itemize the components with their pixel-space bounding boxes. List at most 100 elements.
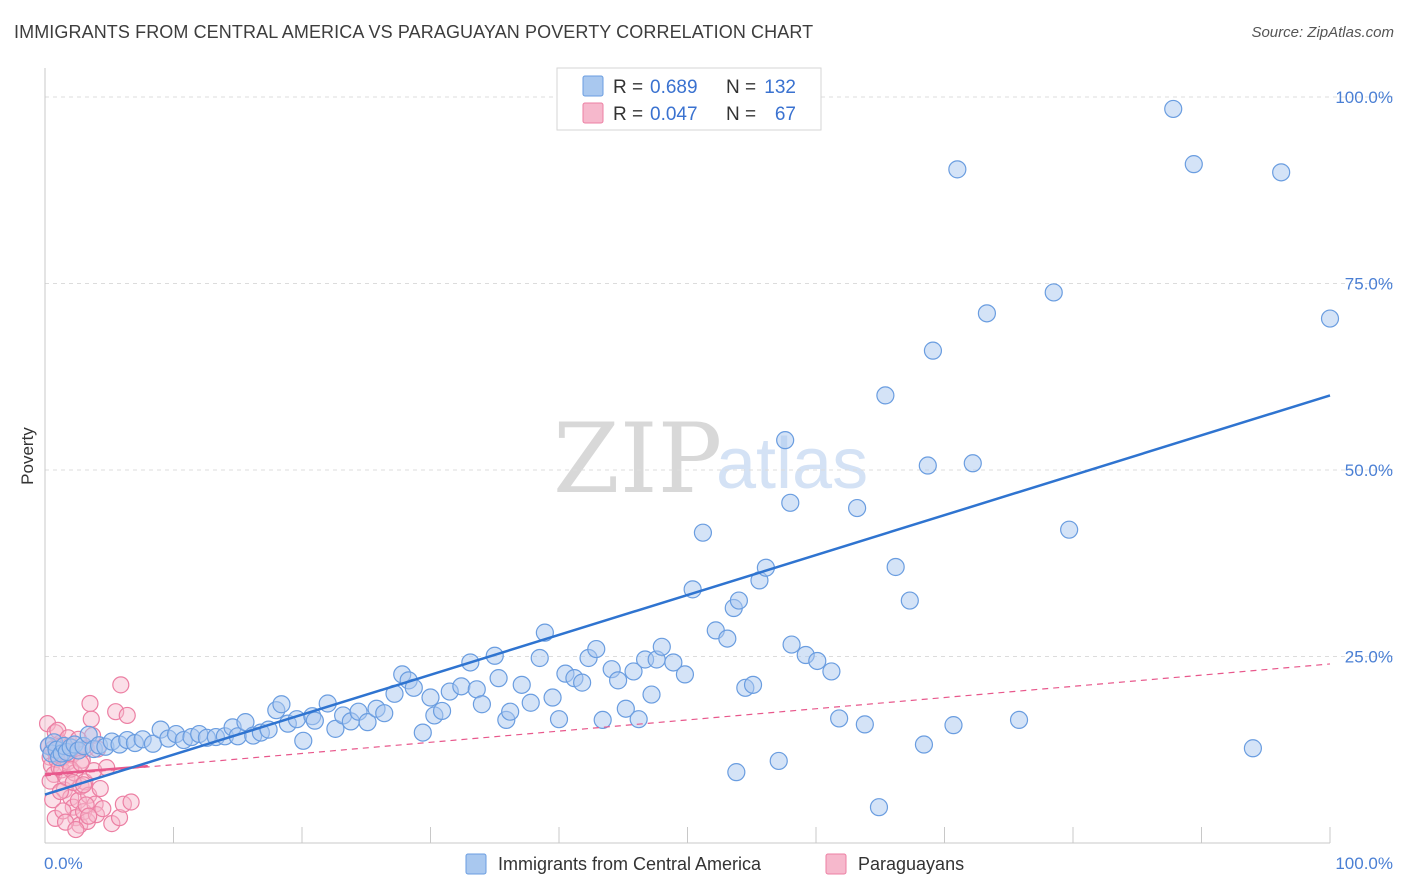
legend-swatch-pink bbox=[582, 102, 604, 124]
y-axis-title: Poverty bbox=[18, 427, 37, 485]
data-point-central-america bbox=[776, 431, 795, 450]
data-point-paraguayans bbox=[118, 706, 136, 725]
data-point-central-america bbox=[272, 695, 291, 714]
data-point-central-america bbox=[1164, 99, 1183, 119]
bottom-legend-label-pink: Paraguayans bbox=[858, 854, 964, 874]
data-point-central-america bbox=[900, 591, 919, 610]
y-tick-label: 100.0% bbox=[1335, 88, 1393, 107]
data-point-central-america bbox=[629, 710, 648, 729]
legend-n-label-2: N = bbox=[726, 104, 756, 125]
data-point-central-america bbox=[587, 639, 606, 659]
legend-r-label-1: R = bbox=[613, 77, 643, 98]
data-point-central-america bbox=[573, 673, 592, 692]
y-tick-label: 25.0% bbox=[1345, 648, 1393, 667]
data-point-central-america bbox=[718, 629, 737, 648]
data-point-central-america bbox=[963, 454, 982, 473]
data-point-central-america bbox=[413, 723, 432, 742]
trend-lines bbox=[44, 394, 1331, 796]
data-point-central-america bbox=[664, 653, 683, 672]
data-point-central-america bbox=[1272, 163, 1291, 182]
trend-line-central-america bbox=[44, 394, 1331, 796]
legend-r-value-1: 0.689 bbox=[650, 77, 698, 98]
data-point-central-america bbox=[822, 662, 841, 681]
chart-title: IMMIGRANTS FROM CENTRAL AMERICA VS PARAG… bbox=[14, 22, 814, 42]
data-point-central-america bbox=[727, 763, 746, 782]
bottom-legend-label-blue: Immigrants from Central America bbox=[498, 854, 762, 874]
watermark-zip: ZIP bbox=[553, 403, 722, 515]
data-point-central-america bbox=[743, 675, 763, 694]
y-tick-label: 75.0% bbox=[1345, 275, 1393, 294]
data-point-central-america bbox=[1060, 520, 1079, 539]
data-point-central-america bbox=[236, 713, 255, 732]
data-point-central-america bbox=[421, 688, 440, 707]
data-point-central-america bbox=[769, 751, 788, 771]
legend-n-label-1: N = bbox=[726, 77, 756, 98]
data-point-central-america bbox=[782, 635, 801, 654]
bottom-legend-swatch-pink bbox=[825, 853, 847, 875]
data-point-central-america bbox=[609, 671, 628, 690]
data-point-paraguayans bbox=[91, 779, 109, 798]
trend-line-paraguayans-dashed bbox=[44, 663, 1331, 777]
legend-r-value-2: 0.047 bbox=[650, 104, 698, 125]
data-point-central-america bbox=[375, 704, 394, 723]
data-point-central-america bbox=[886, 557, 905, 577]
source-label: Source: ZipAtlas.com bbox=[1251, 24, 1394, 41]
data-point-central-america bbox=[326, 719, 345, 738]
bottom-legend-swatch-blue bbox=[465, 853, 487, 875]
legend-r-label-2: R = bbox=[613, 104, 643, 125]
data-point-central-america bbox=[543, 688, 562, 707]
data-point-central-america bbox=[876, 386, 895, 405]
data-point-central-america bbox=[729, 591, 749, 610]
data-point-paraguayans bbox=[80, 807, 98, 825]
data-point-central-america bbox=[948, 160, 967, 179]
data-point-central-america bbox=[452, 677, 471, 696]
data-point-central-america bbox=[432, 701, 452, 721]
data-point-paraguayans bbox=[67, 820, 85, 839]
data-point-central-america bbox=[1243, 739, 1263, 758]
data-point-paraguayans bbox=[82, 710, 100, 728]
data-point-central-america bbox=[305, 711, 324, 730]
data-point-paraguayans bbox=[81, 694, 99, 713]
data-point-central-america bbox=[512, 675, 531, 694]
y-tick-labels: 25.0% 50.0% 75.0% 100.0% bbox=[1335, 88, 1393, 667]
data-point-central-america bbox=[593, 710, 612, 730]
data-point-central-america bbox=[624, 662, 643, 681]
series-legend: Immigrants from Central America Paraguay… bbox=[465, 853, 964, 875]
data-point-central-america bbox=[1044, 283, 1063, 302]
correlation-legend: R = 0.689 N = 132 R = 0.047 N = 67 bbox=[556, 67, 822, 131]
data-point-central-america bbox=[830, 709, 849, 728]
data-point-central-america bbox=[914, 735, 934, 754]
data-point-central-america bbox=[489, 669, 508, 688]
data-point-central-america bbox=[1184, 155, 1203, 174]
data-point-central-america bbox=[472, 695, 491, 714]
series-immigrants-central-america bbox=[39, 99, 1340, 817]
data-point-paraguayans bbox=[110, 809, 129, 827]
data-point-central-america bbox=[1320, 309, 1340, 328]
data-point-central-america bbox=[294, 731, 313, 750]
data-point-central-america bbox=[549, 710, 569, 729]
data-point-paraguayans bbox=[94, 800, 112, 818]
data-point-paraguayans bbox=[122, 793, 140, 811]
data-point-central-america bbox=[781, 493, 800, 512]
x-tick-label-min: 0.0% bbox=[44, 854, 83, 873]
data-point-paraguayans bbox=[54, 802, 72, 820]
data-point-central-america bbox=[530, 648, 549, 668]
data-point-central-america bbox=[869, 798, 889, 817]
data-point-central-america bbox=[923, 341, 943, 360]
data-point-central-america bbox=[918, 456, 937, 475]
data-point-central-america bbox=[855, 715, 874, 734]
legend-n-value-2: 67 bbox=[775, 104, 796, 125]
x-ticks bbox=[173, 827, 1331, 843]
data-point-central-america bbox=[848, 498, 867, 518]
data-point-central-america bbox=[1009, 710, 1029, 730]
data-point-paraguayans bbox=[112, 676, 130, 694]
data-point-central-america bbox=[977, 304, 997, 323]
data-point-central-america bbox=[675, 665, 695, 684]
x-tick-label-max: 100.0% bbox=[1335, 854, 1393, 873]
gridlines bbox=[45, 96, 1393, 657]
data-point-central-america bbox=[652, 637, 671, 656]
data-point-central-america bbox=[521, 693, 540, 712]
data-point-central-america bbox=[616, 699, 635, 718]
data-point-central-america bbox=[693, 523, 713, 542]
